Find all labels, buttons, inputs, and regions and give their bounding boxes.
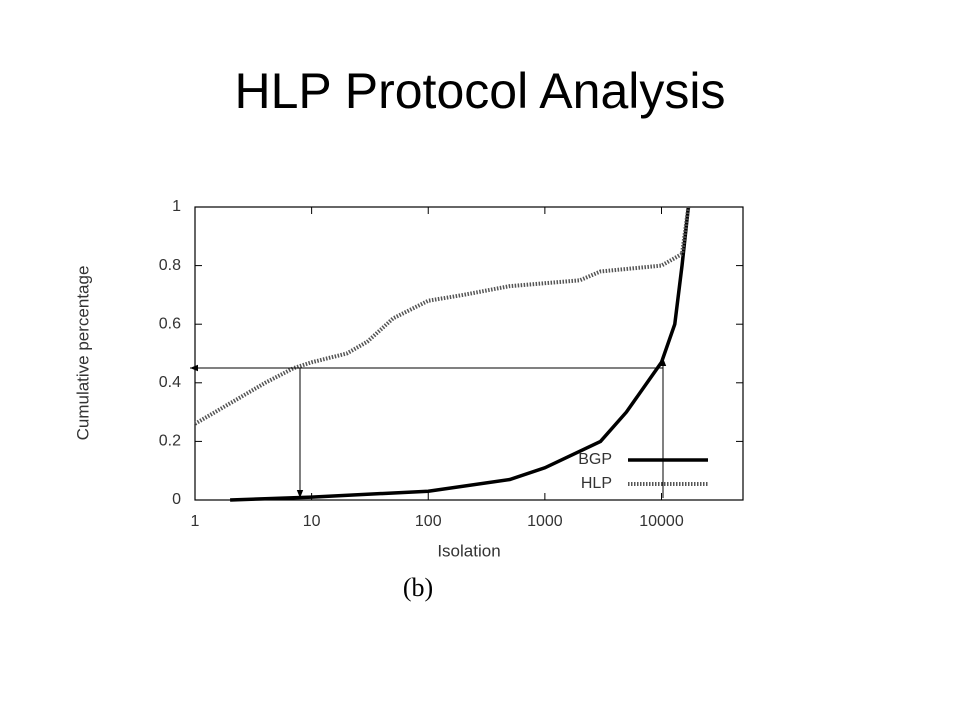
legend-label: BGP [578, 451, 612, 468]
y-tick-label: 0.8 [159, 257, 181, 274]
x-tick-label: 10 [303, 513, 321, 530]
x-tick-label: 1 [191, 513, 200, 530]
y-tick-label: 0.2 [159, 433, 181, 450]
y-tick-label: 0.6 [159, 315, 181, 332]
y-tick-label: 0 [172, 491, 181, 508]
caption: (b) [403, 573, 433, 602]
data-line [193, 206, 691, 426]
x-tick-label: 100 [415, 513, 442, 530]
y-tick-label: 0.4 [159, 374, 181, 391]
legend-label: HLP [581, 475, 612, 492]
y-axis-label: Cumulative percentage [73, 266, 92, 441]
y-tick-label: 1 [172, 198, 181, 215]
plot-frame [194, 206, 744, 501]
x-tick-label: 10000 [639, 513, 684, 530]
x-tick-label: 1000 [527, 513, 563, 530]
chart-title: HLP Protocol Analysis [235, 63, 726, 119]
x-axis-label: Isolation [437, 541, 500, 560]
data-line [230, 206, 691, 502]
